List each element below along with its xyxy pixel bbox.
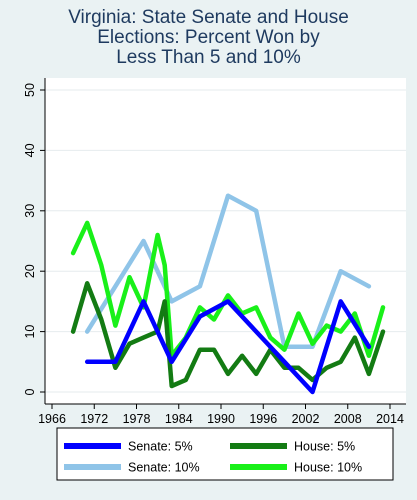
- chart-title-line-2: Elections: Percent Won by: [97, 27, 320, 48]
- x-tick-label-3: 1984: [165, 412, 193, 426]
- x-tick-label-2: 1978: [123, 412, 151, 426]
- y-tick-label-1: 10: [23, 325, 37, 339]
- series-line-senate-5: [84, 299, 372, 395]
- y-tick-label-4: 40: [23, 143, 37, 157]
- chart-title-line-1: Virginia: State Senate and House: [68, 7, 349, 28]
- x-tick-label-4: 1990: [207, 412, 235, 426]
- x-tick-label-7: 2008: [334, 412, 362, 426]
- legend-label-house-10: House: 10%: [294, 461, 362, 475]
- x-tick-label-0: 1966: [38, 412, 66, 426]
- y-tick-label-2: 20: [23, 264, 37, 278]
- legend-box: [56, 427, 394, 481]
- legend-label-senate-5: Senate: 5%: [128, 440, 193, 454]
- series-line-senate-10: [84, 193, 372, 349]
- x-tick-label-1: 1972: [80, 412, 108, 426]
- y-tick-label-3: 30: [23, 204, 37, 218]
- y-tick-label-0: 0: [23, 388, 37, 395]
- plot-area: [45, 78, 406, 404]
- x-tick-label-5: 1996: [249, 412, 277, 426]
- chart-title: Virginia: State Senate and House Electio…: [0, 8, 417, 68]
- x-tick-label-6: 2002: [292, 412, 320, 426]
- y-tick-label-5: 50: [23, 83, 37, 97]
- legend-label-senate-10: Senate: 10%: [128, 461, 200, 475]
- chart-title-line-3: Less Than 5 and 10%: [116, 47, 301, 68]
- series-line-house-5: [70, 281, 386, 389]
- legend-label-house-5: House: 5%: [294, 440, 355, 454]
- x-tick-label-8: 2014: [376, 412, 404, 426]
